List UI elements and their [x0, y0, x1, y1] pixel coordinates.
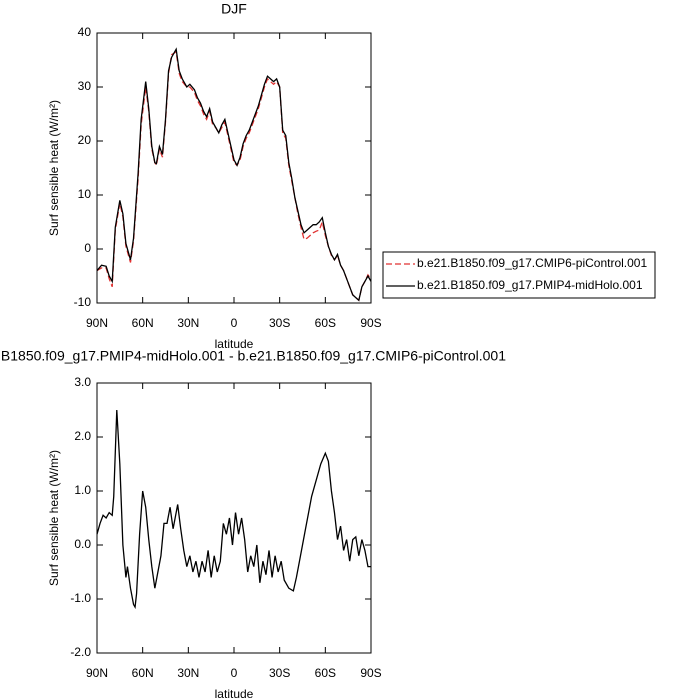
x-tick-label: 60S — [315, 666, 336, 680]
y-tick-label: 30 — [78, 79, 92, 93]
x-axis-label: latitude — [215, 687, 254, 700]
y-tick-label: -1.0 — [70, 591, 91, 605]
x-tick-label: 90S — [360, 666, 381, 680]
plot-frame — [96, 382, 372, 654]
data-line — [96, 409, 371, 610]
y-tick-label: 3.0 — [74, 375, 91, 389]
y-axis-label: Surf sensible heat (W/m²) — [47, 450, 61, 586]
y-tick-label: 2.0 — [74, 429, 91, 443]
chart-title: DJF — [221, 1, 247, 17]
x-tick-label: 90S — [360, 316, 381, 330]
legend-label: b.e21.B1850.f09_g17.CMIP6-piControl.001 — [417, 256, 647, 270]
x-tick-label: 0 — [231, 666, 238, 680]
y-tick-label: 10 — [78, 187, 92, 201]
x-tick-label: 30S — [269, 316, 290, 330]
chart-title: b.e21.B1850.f09_g17.PMIP4-midHolo.001 - … — [0, 348, 506, 364]
y-tick-label: -10 — [74, 295, 92, 309]
legend-label: b.e21.B1850.f09_g17.PMIP4-midHolo.001 — [417, 278, 643, 292]
x-tick-label: 60N — [132, 316, 154, 330]
y-tick-label: 0.0 — [74, 537, 91, 551]
x-tick-label: 30S — [269, 666, 290, 680]
x-tick-label: 60N — [132, 666, 154, 680]
y-tick-label: 1.0 — [74, 483, 91, 497]
x-axis-label: latitude — [215, 337, 254, 351]
x-tick-label: 60S — [315, 316, 336, 330]
x-tick-label: 0 — [231, 316, 238, 330]
y-axis-label: Surf sensible heat (W/m²) — [47, 100, 61, 236]
y-tick-label: -2.0 — [70, 645, 91, 659]
x-tick-label: 30N — [177, 316, 199, 330]
x-tick-label: 90N — [86, 666, 108, 680]
y-tick-label: 0 — [84, 241, 91, 255]
y-tick-label: 20 — [78, 133, 92, 147]
plot-frame — [96, 32, 372, 304]
data-line — [96, 47, 372, 302]
x-tick-label: 30N — [177, 666, 199, 680]
x-tick-label: 90N — [86, 316, 108, 330]
y-tick-label: 40 — [78, 25, 92, 39]
legend-box — [382, 251, 656, 299]
